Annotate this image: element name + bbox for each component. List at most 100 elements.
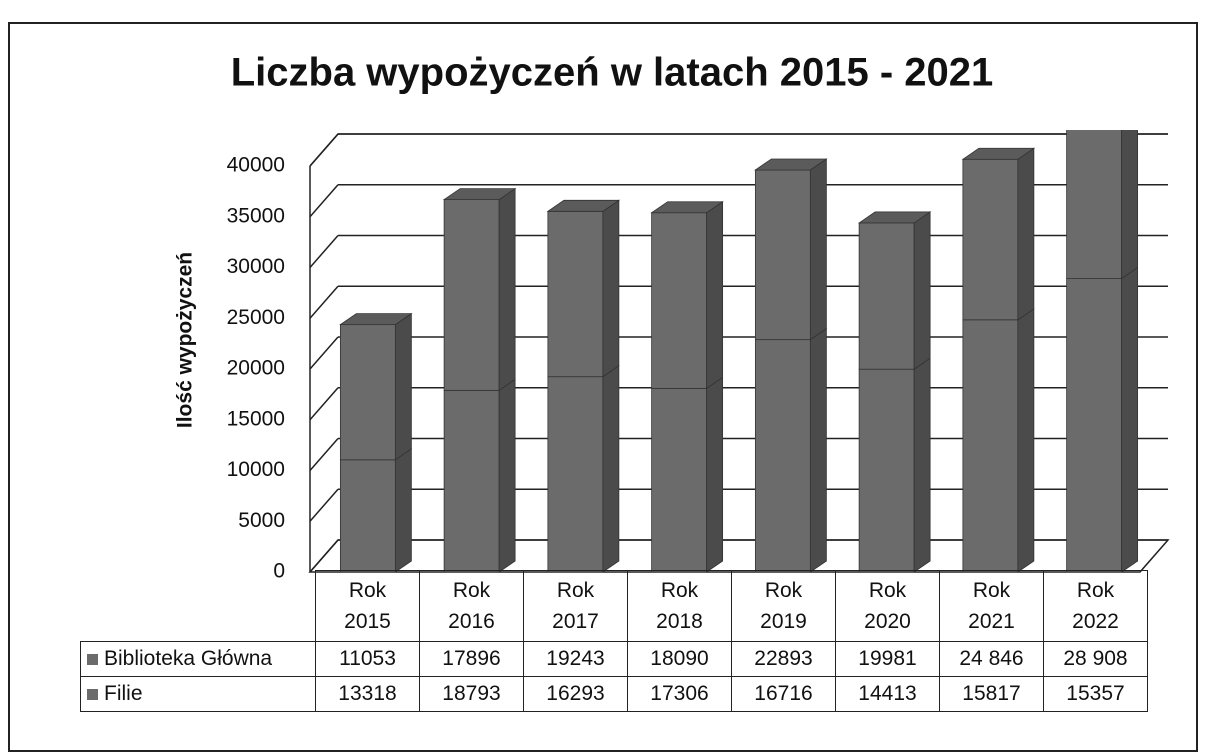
data-label: 17306 [627,676,732,712]
bar [962,158,1019,321]
bar [547,376,604,573]
y-tick-label: 0 [273,560,285,583]
bar-top [754,158,828,171]
bar [1066,130,1123,279]
legend-cell: Biblioteka Główna [80,641,316,677]
bar [443,389,500,573]
bar-top [650,201,724,214]
data-label: 28 908 [1043,641,1148,677]
data-label: 24 846 [939,641,1044,677]
floor [308,539,1170,573]
bar-side [498,187,516,392]
legend-cell: Filie [80,676,316,712]
y-tick-label: 20000 [227,357,285,380]
x-tick-label: Rok 2018 [656,578,703,634]
y-tick-label: 40000 [227,154,285,177]
bar [1066,278,1123,573]
bar-side [1121,266,1139,573]
category-cell: Rok 2019 [731,570,836,642]
bar-side [913,357,931,573]
category-cell: Rok 2020 [835,570,940,642]
grid-line [309,438,339,471]
header-row: Rok 2015 Rok 2016 Rok 2017 Rok 2018 Rok 2019… [81,570,1148,642]
bar-side [809,327,827,573]
legend-label: Biblioteka Główna [104,647,273,670]
grid-line [309,336,339,370]
bar-side [498,378,516,573]
data-label: 18090 [627,641,732,677]
chart-title: Liczba wypożyczeń w latach 2015 - 2021 [231,51,994,95]
bar-side [602,364,620,573]
series-row: Filie 13318 18793 16293 17306 16716 14413 15817… [80,676,1148,712]
bar [858,368,915,573]
bars [339,112,1139,573]
y-tick-label: 35000 [227,204,285,227]
bar [339,459,396,573]
data-label: 18793 [419,676,524,712]
bar-top [442,188,517,201]
bar-top [961,147,1036,160]
data-label: 16716 [731,676,836,712]
grid-line [309,285,339,319]
grid-line [309,488,339,522]
category-cell: Rok 2022 [1043,570,1148,642]
x-tick-label: Rok 2015 [344,578,391,634]
bar [651,387,708,573]
bar-side [913,211,931,370]
data-label: 15357 [1043,676,1148,712]
bar [754,169,811,341]
data-table: Rok 2015 Rok 2016 Rok 2017 Rok 2018 Rok 2019… [80,570,1148,712]
data-label: 19243 [523,641,628,677]
category-cell: Rok 2017 [523,570,628,642]
bar-side [394,312,412,461]
y-tick-label: 15000 [227,407,285,430]
back-wall [309,133,1168,167]
bar-side [394,448,412,573]
bar [443,199,500,391]
bar [651,212,708,389]
data-label: 15817 [939,676,1044,712]
y-axis-label: Ilość wypożyczeń [174,252,197,428]
legend-swatch [87,688,98,700]
category-cell: Rok 2018 [627,570,732,642]
bar-top [1067,112,1138,123]
bar-side [1121,130,1139,280]
bar-side [1017,308,1035,573]
bar-side [809,158,827,341]
bar-top [339,313,413,326]
data-label: 16293 [523,676,628,712]
category-cell: Rok 2016 [419,570,524,642]
bar-side [706,200,724,390]
x-tick-label: Rok 2022 [1072,578,1119,634]
grid-line [309,133,339,167]
y-tick-label: 10000 [227,458,285,481]
bar [962,319,1019,573]
bar-side [706,376,724,573]
bar [754,339,811,573]
data-label: 14413 [835,676,940,712]
bar-top [857,211,932,224]
y-tick-label: 25000 [227,306,285,329]
y-tick-label: 30000 [227,255,285,278]
x-tick-label: Rok 2016 [448,578,495,634]
bar-side [602,199,620,378]
x-tick-label: Rok 2021 [968,578,1015,634]
data-label: 19981 [835,641,940,677]
blank-cell [81,571,316,642]
x-tick-label: Rok 2017 [552,578,599,634]
bar-top [546,199,621,212]
legend-swatch [87,653,98,665]
bar-side [1017,147,1035,321]
y-tick-label: 5000 [238,509,285,532]
x-tick-label: Rok 2020 [864,578,911,634]
data-label: 11053 [315,641,420,677]
grid-line [309,235,339,268]
data-label: 13318 [315,676,420,712]
grid-line [309,387,339,421]
bar [339,324,396,461]
data-label: 22893 [731,641,836,677]
category-cell: Rok 2015 [315,570,420,642]
data-label: 17896 [419,641,524,677]
